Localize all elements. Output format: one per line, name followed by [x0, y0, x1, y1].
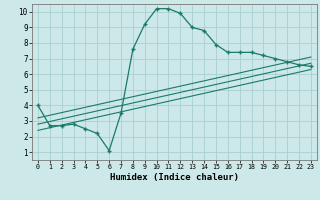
- X-axis label: Humidex (Indice chaleur): Humidex (Indice chaleur): [110, 173, 239, 182]
